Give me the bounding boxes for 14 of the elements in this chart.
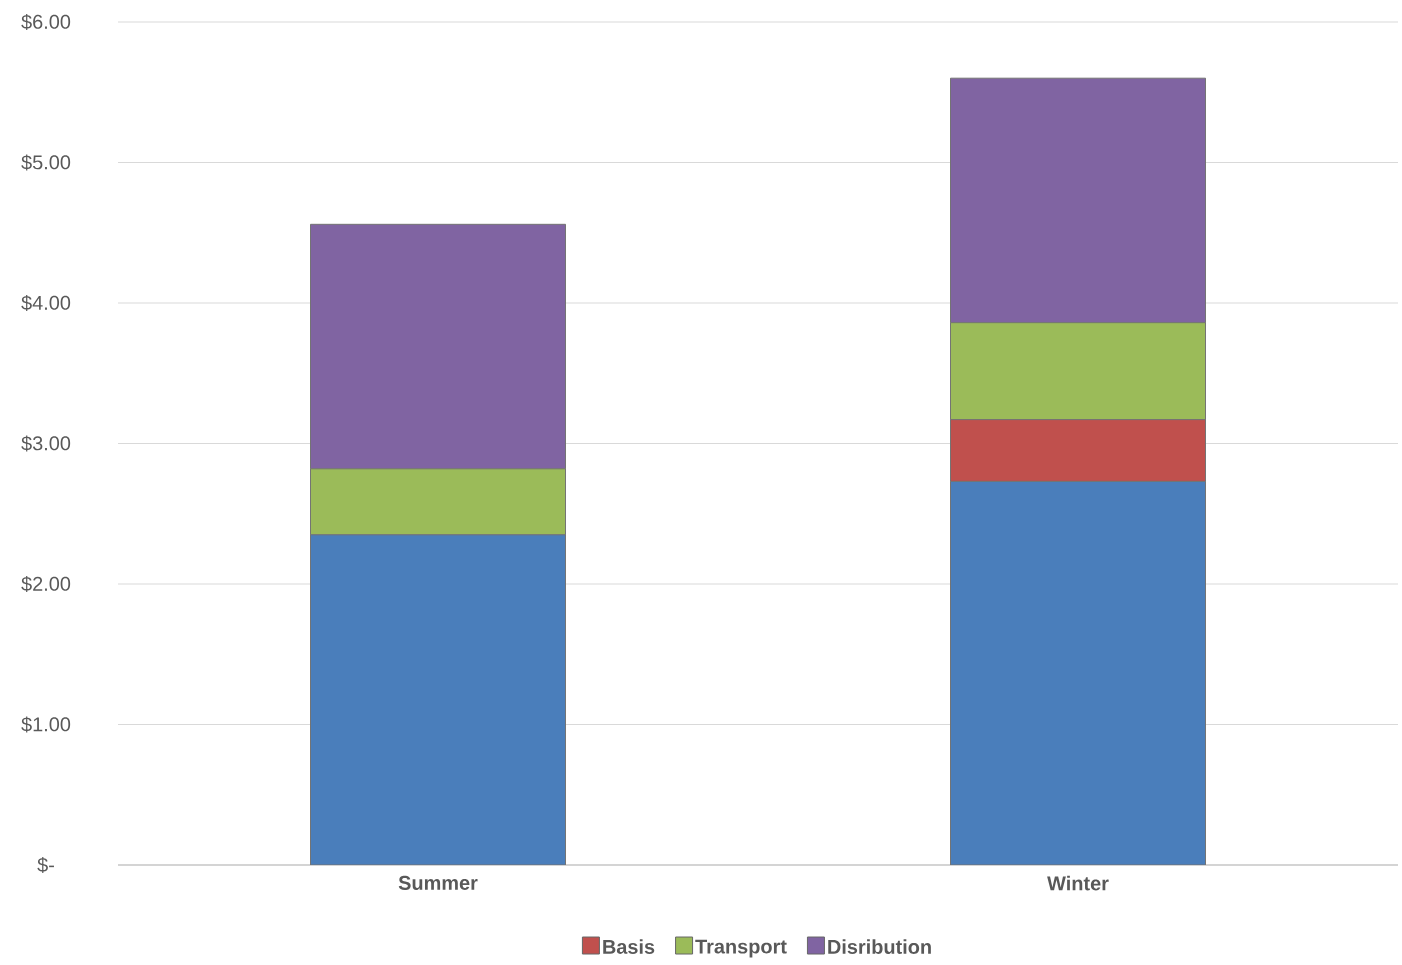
bar [950, 480, 1207, 865]
x-tick-label: Summer [398, 875, 478, 890]
legend-label: Transport [695, 939, 787, 958]
y-tick-label: $3.00 [21, 435, 71, 452]
legend-label: Disribution [828, 939, 931, 954]
y-tick-label: $1.00 [21, 716, 71, 733]
y-tick-label: $4.00 [21, 294, 71, 312]
bar [310, 534, 566, 865]
y-tick-label: $5.00 [21, 154, 71, 171]
x-tick-label: Winter [1047, 875, 1109, 891]
legend-label: Basis [603, 939, 655, 954]
y-tick-label: $6.00 [21, 13, 71, 31]
y-tick-label: $- [37, 856, 54, 874]
y-tick-label: $2.00 [21, 575, 71, 593]
